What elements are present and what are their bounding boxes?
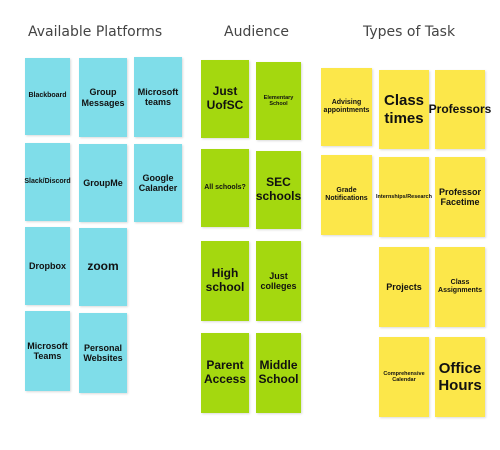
sticky-note-google-calander[interactable]: Google Calander [134, 144, 182, 222]
sticky-note-high-school[interactable]: High school [201, 241, 249, 321]
sticky-note-elementary-school[interactable]: Elementary School [256, 62, 301, 140]
sticky-note-comprehensive-calendar[interactable]: Comprehensive Calendar [379, 337, 429, 417]
sticky-note-groupme[interactable]: GroupMe [79, 144, 127, 222]
sticky-note-grade-notifications[interactable]: Grade Notifications [321, 155, 372, 235]
sticky-note-advising-appointments[interactable]: Advising appointments [321, 68, 372, 146]
sticky-note-blackboard[interactable]: Blackboard [25, 58, 70, 135]
sticky-note-microsoft-teams-2[interactable]: Microsoft Teams [25, 311, 70, 391]
sticky-note-microsoft-teams[interactable]: Microsoft teams [134, 57, 182, 137]
heading-audience: Audience [224, 24, 290, 40]
sticky-note-slack-discord[interactable]: Slack/Discord [24, 143, 71, 221]
sticky-note-office-hours[interactable]: Office Hours [435, 337, 485, 417]
sticky-note-just-colleges[interactable]: Just colleges [256, 241, 301, 321]
sticky-note-internships-research[interactable]: Internships/Research [376, 157, 432, 237]
sticky-note-sec-schools[interactable]: SEC schools [256, 151, 301, 229]
sticky-note-personal-websites[interactable]: Personal Websites [79, 313, 127, 393]
heading-available-platforms: Available Platforms [28, 24, 163, 40]
sticky-note-middle-school[interactable]: Middle School [256, 333, 301, 413]
sticky-note-dropbox[interactable]: Dropbox [25, 227, 70, 305]
sticky-note-group-messages[interactable]: Group Messages [79, 58, 127, 137]
sticky-note-just-uofsc[interactable]: Just UofSC [201, 60, 249, 138]
sticky-note-professor-facetime[interactable]: Professor Facetime [435, 157, 485, 237]
sticky-note-projects[interactable]: Projects [379, 247, 429, 327]
sticky-note-class-times[interactable]: Class times [379, 70, 429, 149]
sticky-note-zoom[interactable]: zoom [79, 228, 127, 306]
heading-types-of-task: Types of Task [363, 24, 456, 40]
sticky-note-all-schools[interactable]: All schools? [201, 149, 249, 227]
sticky-note-class-assignments[interactable]: Class Assignments [435, 247, 485, 327]
sticky-note-parent-access[interactable]: Parent Access [201, 333, 249, 413]
sticky-note-professors[interactable]: Professors [429, 70, 491, 149]
